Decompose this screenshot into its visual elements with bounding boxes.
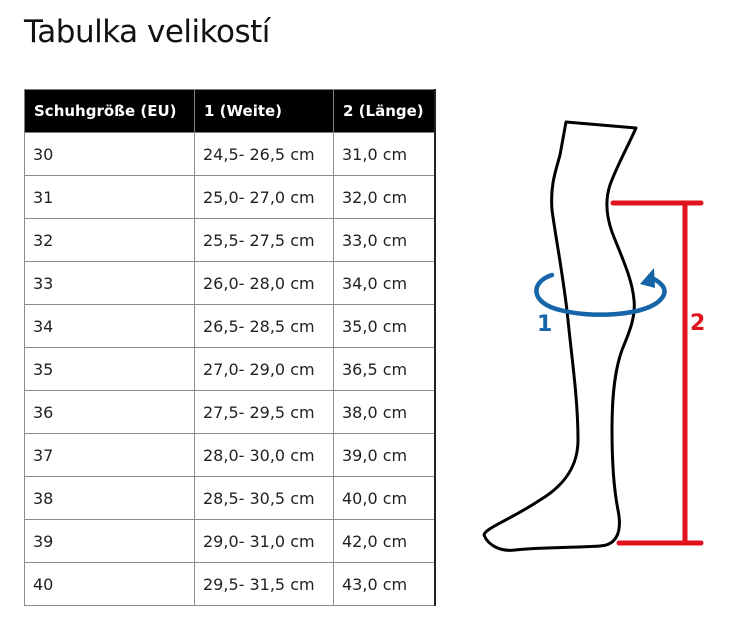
- header-shoe-size: Schuhgröße (EU): [24, 89, 195, 133]
- width-measure-icon: [534, 268, 667, 317]
- length-label: 2: [690, 311, 705, 336]
- cell-shoe-size: 37: [24, 433, 195, 477]
- cell-width: 26,5- 28,5 cm: [194, 304, 334, 348]
- table-header-row: Schuhgröße (EU) 1 (Weite) 2 (Länge): [24, 89, 436, 133]
- page-title: Tabulka velikostí: [24, 14, 270, 50]
- cell-shoe-size: 39: [24, 519, 195, 563]
- header-length: 2 (Länge): [333, 89, 436, 133]
- cell-width: 27,5- 29,5 cm: [194, 390, 334, 434]
- cell-width: 29,5- 31,5 cm: [194, 562, 334, 606]
- cell-length: 35,0 cm: [333, 304, 436, 348]
- cell-length: 34,0 cm: [333, 261, 436, 305]
- cell-shoe-size: 35: [24, 347, 195, 391]
- cell-shoe-size: 38: [24, 476, 195, 520]
- cell-length: 33,0 cm: [333, 218, 436, 262]
- table-row: 31 25,0- 27,0 cm 32,0 cm: [24, 175, 436, 219]
- cell-shoe-size: 32: [24, 218, 195, 262]
- cell-width: 26,0- 28,0 cm: [194, 261, 334, 305]
- leg-measurement-diagram: 2 1: [482, 120, 705, 552]
- cell-width: 25,0- 27,0 cm: [194, 175, 334, 219]
- cell-width: 24,5- 26,5 cm: [194, 132, 334, 176]
- cell-length: 43,0 cm: [333, 562, 436, 606]
- cell-width: 28,5- 30,5 cm: [194, 476, 334, 520]
- cell-width: 27,0- 29,0 cm: [194, 347, 334, 391]
- width-label: 1: [537, 312, 552, 337]
- length-measure-icon: [610, 200, 704, 546]
- cell-width: 25,5- 27,5 cm: [194, 218, 334, 262]
- cell-shoe-size: 36: [24, 390, 195, 434]
- cell-length: 38,0 cm: [333, 390, 436, 434]
- cell-length: 40,0 cm: [333, 476, 436, 520]
- cell-shoe-size: 40: [24, 562, 195, 606]
- cell-shoe-size: 30: [24, 132, 195, 176]
- cell-width: 29,0- 31,0 cm: [194, 519, 334, 563]
- cell-length: 39,0 cm: [333, 433, 436, 477]
- table-row: 38 28,5- 30,5 cm 40,0 cm: [24, 476, 436, 520]
- table-row: 30 24,5- 26,5 cm 31,0 cm: [24, 132, 436, 176]
- cell-shoe-size: 34: [24, 304, 195, 348]
- cell-length: 42,0 cm: [333, 519, 436, 563]
- table-row: 35 27,0- 29,0 cm 36,5 cm: [24, 347, 436, 391]
- cell-shoe-size: 31: [24, 175, 195, 219]
- table-row: 34 26,5- 28,5 cm 35,0 cm: [24, 304, 436, 348]
- cell-length: 31,0 cm: [333, 132, 436, 176]
- header-width: 1 (Weite): [194, 89, 334, 133]
- cell-length: 36,5 cm: [333, 347, 436, 391]
- table-row: 32 25,5- 27,5 cm 33,0 cm: [24, 218, 436, 262]
- cell-width: 28,0- 30,0 cm: [194, 433, 334, 477]
- table-row: 36 27,5- 29,5 cm 38,0 cm: [24, 390, 436, 434]
- table-row: 37 28,0- 30,0 cm 39,0 cm: [24, 433, 436, 477]
- table-row: 33 26,0- 28,0 cm 34,0 cm: [24, 261, 436, 305]
- cell-length: 32,0 cm: [333, 175, 436, 219]
- size-table: Schuhgröße (EU) 1 (Weite) 2 (Länge) 30 24…: [24, 89, 436, 606]
- table-row: 40 29,5- 31,5 cm 43,0 cm: [24, 562, 436, 606]
- table-row: 39 29,0- 31,0 cm 42,0 cm: [24, 519, 436, 563]
- leg-outline-icon: [482, 120, 638, 552]
- cell-shoe-size: 33: [24, 261, 195, 305]
